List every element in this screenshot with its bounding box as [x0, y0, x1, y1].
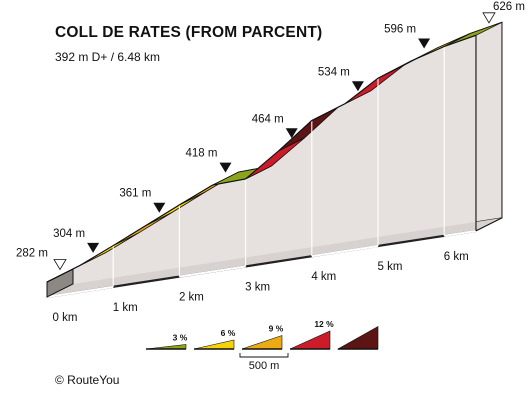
elevation-marker-icon: [153, 202, 166, 213]
km-tick-label: 1 km: [113, 302, 138, 314]
elevation-label: 626 m: [493, 1, 525, 13]
legend-label: 12 %: [314, 319, 334, 329]
km-tick-label: 3 km: [245, 281, 270, 293]
elevation-marker-icon: [219, 162, 232, 173]
km-scale-gap: [46, 285, 114, 299]
elevation-label: 464 m: [252, 113, 284, 125]
elevation-label: 282 m: [16, 248, 48, 260]
legend-label: 3 %: [173, 333, 188, 343]
legend-swatch: [336, 325, 379, 350]
elevation-marker-icon: [482, 12, 496, 24]
legend-swatch: [241, 335, 283, 350]
profile-base-top: [47, 217, 502, 297]
chart-title: COLL DE RATES (FROM PARCENT): [55, 24, 323, 41]
km-scale-gap: [179, 265, 246, 278]
legend-swatch: [289, 330, 331, 350]
elevation-label: 361 m: [119, 188, 151, 200]
elevation-marker-icon: [87, 242, 100, 253]
km-tick-label: 6 km: [444, 251, 469, 263]
profile-baseline: [46, 229, 477, 299]
legend-swatch: [193, 339, 235, 350]
legend-label: 6 %: [221, 328, 236, 338]
elevation-marker-icon: [351, 81, 364, 92]
elevation-marker-icon: [418, 38, 431, 49]
copyright-notice: © RouteYou: [55, 373, 120, 387]
km-scale-gap: [311, 244, 379, 258]
elevation-label: 534 m: [318, 66, 350, 78]
km-scale-gap: [444, 229, 477, 237]
elevation-marker-icon: [53, 259, 67, 271]
km-tick-label: 0 km: [53, 312, 78, 324]
km-tick-label: 4 km: [311, 271, 336, 283]
legend-label: 9 %: [269, 324, 284, 334]
elevation-marker-icon: [285, 128, 298, 139]
km-tick-label: 5 km: [378, 261, 403, 273]
profile-right-edge: [475, 217, 503, 232]
km-tick-label: 2 km: [179, 292, 204, 304]
chart-subtitle: 392 m D+ / 6.48 km: [55, 50, 161, 64]
elevation-label: 304 m: [53, 228, 85, 240]
legend-scale-bracket: [239, 353, 289, 358]
elevation-label: 596 m: [384, 24, 416, 36]
profile-outline: [46, 34, 477, 283]
elevation-label: 418 m: [186, 148, 218, 160]
legend-scale-label: 500 m: [249, 360, 280, 372]
